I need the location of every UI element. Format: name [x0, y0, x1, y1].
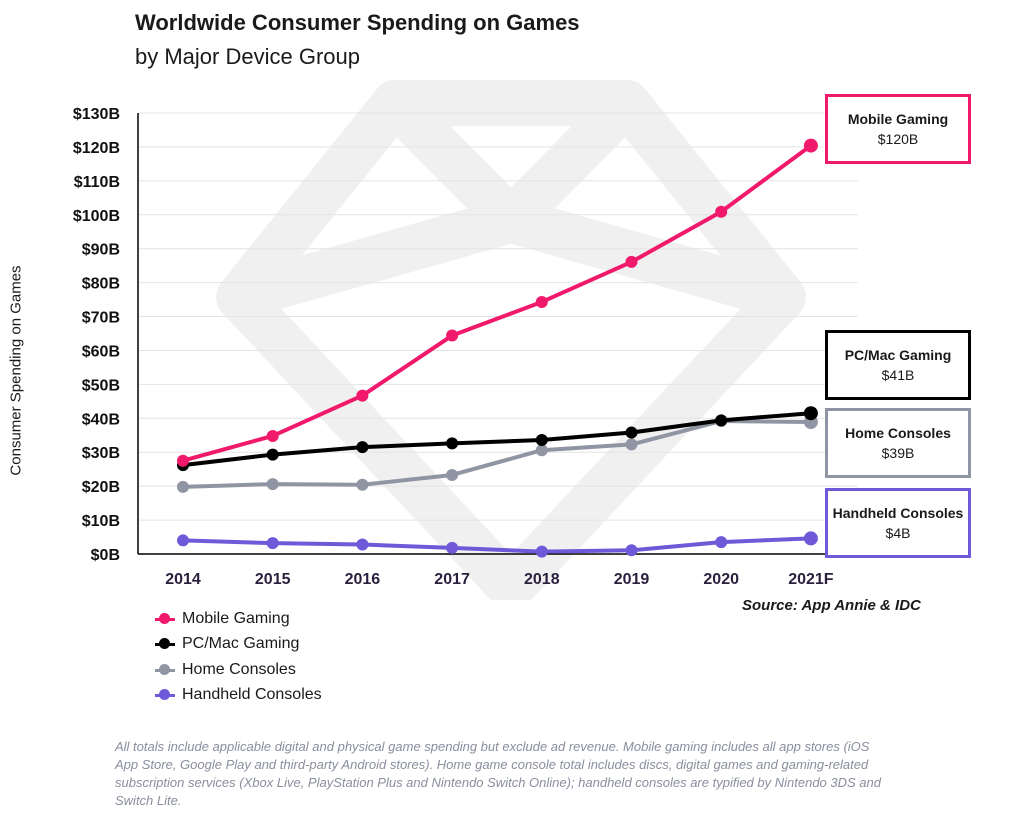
data-point-home-consoles: [177, 480, 189, 493]
data-point-handheld-consoles: [625, 544, 638, 557]
data-point-mobile-gaming: [446, 329, 459, 342]
y-tick-label: $90B: [82, 242, 120, 259]
y-tick-label: $30B: [82, 445, 120, 462]
x-tick-label: 2017: [434, 571, 470, 588]
footnote: All totals include applicable digital an…: [115, 739, 881, 808]
chart-title: Worldwide Consumer Spending on Games: [135, 10, 580, 35]
x-tick-label: 2021F: [788, 571, 834, 588]
data-point-home-consoles: [356, 478, 369, 491]
data-point-mobile-gaming: [535, 295, 548, 308]
series-line-home-consoles: [182, 419, 811, 489]
callout-pc-mac-gaming-name: PC/Mac Gaming: [844, 347, 952, 363]
legend: Mobile Gaming PC/Mac Gaming Home Console…: [155, 606, 322, 708]
y-tick-label: $0B: [91, 547, 120, 564]
y-tick-label: $100B: [73, 208, 120, 225]
y-tick-label: $50B: [82, 377, 120, 394]
data-point-home-consoles: [266, 478, 279, 491]
data-point-handheld-consoles: [535, 545, 548, 558]
callout-mobile-gaming: Mobile Gaming $120B: [825, 94, 971, 164]
watermark-logo: [216, 80, 806, 600]
callout-handheld-consoles: Handheld Consoles $4B: [825, 488, 971, 558]
x-tick-label: 2020: [703, 571, 739, 588]
legend-item-handheld-consoles: Handheld Consoles: [155, 683, 322, 709]
x-tick-label: 2018: [524, 571, 560, 588]
data-point-home-consoles: [535, 444, 548, 457]
callout-handheld-consoles-value: $4B: [885, 525, 911, 541]
x-tick-label: 2015: [255, 571, 291, 588]
chart-subtitle: by Major Device Group: [135, 44, 360, 69]
data-point-pc-mac-gaming: [356, 441, 369, 454]
callout-mobile-gaming-name: Mobile Gaming: [847, 111, 949, 127]
y-tick-label: $20B: [82, 479, 120, 496]
data-point-mobile-gaming: [625, 255, 638, 268]
callout-handheld-consoles-name: Handheld Consoles: [832, 505, 964, 521]
callout-pc-mac-gaming: PC/Mac Gaming $41B: [825, 330, 971, 400]
data-point-pc-mac-gaming: [535, 434, 548, 447]
legend-marker-icon: [155, 689, 175, 701]
data-point-mobile-gaming: [803, 138, 818, 153]
y-tick-label: $10B: [82, 513, 120, 530]
legend-item-pc-mac-gaming: PC/Mac Gaming: [155, 632, 322, 658]
x-tick-label: 2016: [345, 571, 381, 588]
x-tick-label: 2014: [165, 571, 201, 588]
callout-home-consoles-name: Home Consoles: [845, 425, 951, 441]
data-point-home-consoles: [446, 468, 459, 481]
series-line-handheld-consoles: [182, 536, 811, 554]
y-tick-label: $70B: [82, 310, 120, 327]
legend-label: PC/Mac Gaming: [182, 635, 300, 653]
data-point-pc-mac-gaming: [266, 448, 279, 461]
series-line-mobile-gaming: [182, 143, 813, 463]
y-tick-label: $40B: [82, 411, 120, 428]
data-point-mobile-gaming: [715, 205, 728, 218]
data-point-handheld-consoles: [356, 538, 369, 551]
y-tick-label: $120B: [73, 140, 120, 157]
y-tick-label: $130B: [73, 106, 120, 123]
legend-label: Handheld Consoles: [182, 686, 322, 704]
data-point-pc-mac-gaming: [715, 414, 728, 427]
data-point-handheld-consoles: [446, 541, 459, 554]
x-tick-label: 2019: [614, 571, 650, 588]
data-point-mobile-gaming: [266, 429, 279, 442]
data-point-mobile-gaming: [356, 389, 369, 402]
callout-home-consoles: Home Consoles $39B: [825, 408, 971, 478]
data-point-handheld-consoles: [266, 537, 279, 550]
data-point-mobile-gaming: [177, 454, 189, 467]
series-line-pc-mac-gaming: [182, 411, 812, 468]
legend-label: Mobile Gaming: [182, 609, 290, 627]
callout-home-consoles-value: $39B: [881, 445, 915, 461]
legend-item-mobile-gaming: Mobile Gaming: [155, 606, 322, 632]
y-tick-label: $80B: [82, 276, 120, 293]
source-note: Source: App Annie & IDC: [742, 597, 921, 614]
data-point-pc-mac-gaming: [803, 406, 818, 421]
line-chart: $0B $10B $20B $30B $40B $50B $60B $70B $80B $90B $…: [73, 80, 858, 600]
legend-label: Home Consoles: [182, 660, 296, 678]
data-point-pc-mac-gaming: [446, 437, 459, 450]
data-point-handheld-consoles: [715, 536, 728, 549]
legend-marker-icon: [155, 638, 175, 650]
callout-pc-mac-gaming-value: $41B: [881, 367, 915, 383]
legend-marker-icon: [155, 663, 175, 676]
legend-item-home-consoles: Home Consoles: [155, 657, 322, 683]
data-point-pc-mac-gaming: [625, 426, 638, 439]
data-point-handheld-consoles: [177, 534, 189, 547]
y-tick-label: $60B: [82, 343, 120, 360]
callout-mobile-gaming-value: $120B: [877, 131, 919, 147]
y-tick-label: $110B: [74, 174, 120, 191]
data-point-handheld-consoles: [803, 531, 818, 546]
legend-marker-icon: [155, 612, 175, 625]
data-point-home-consoles: [625, 438, 638, 451]
